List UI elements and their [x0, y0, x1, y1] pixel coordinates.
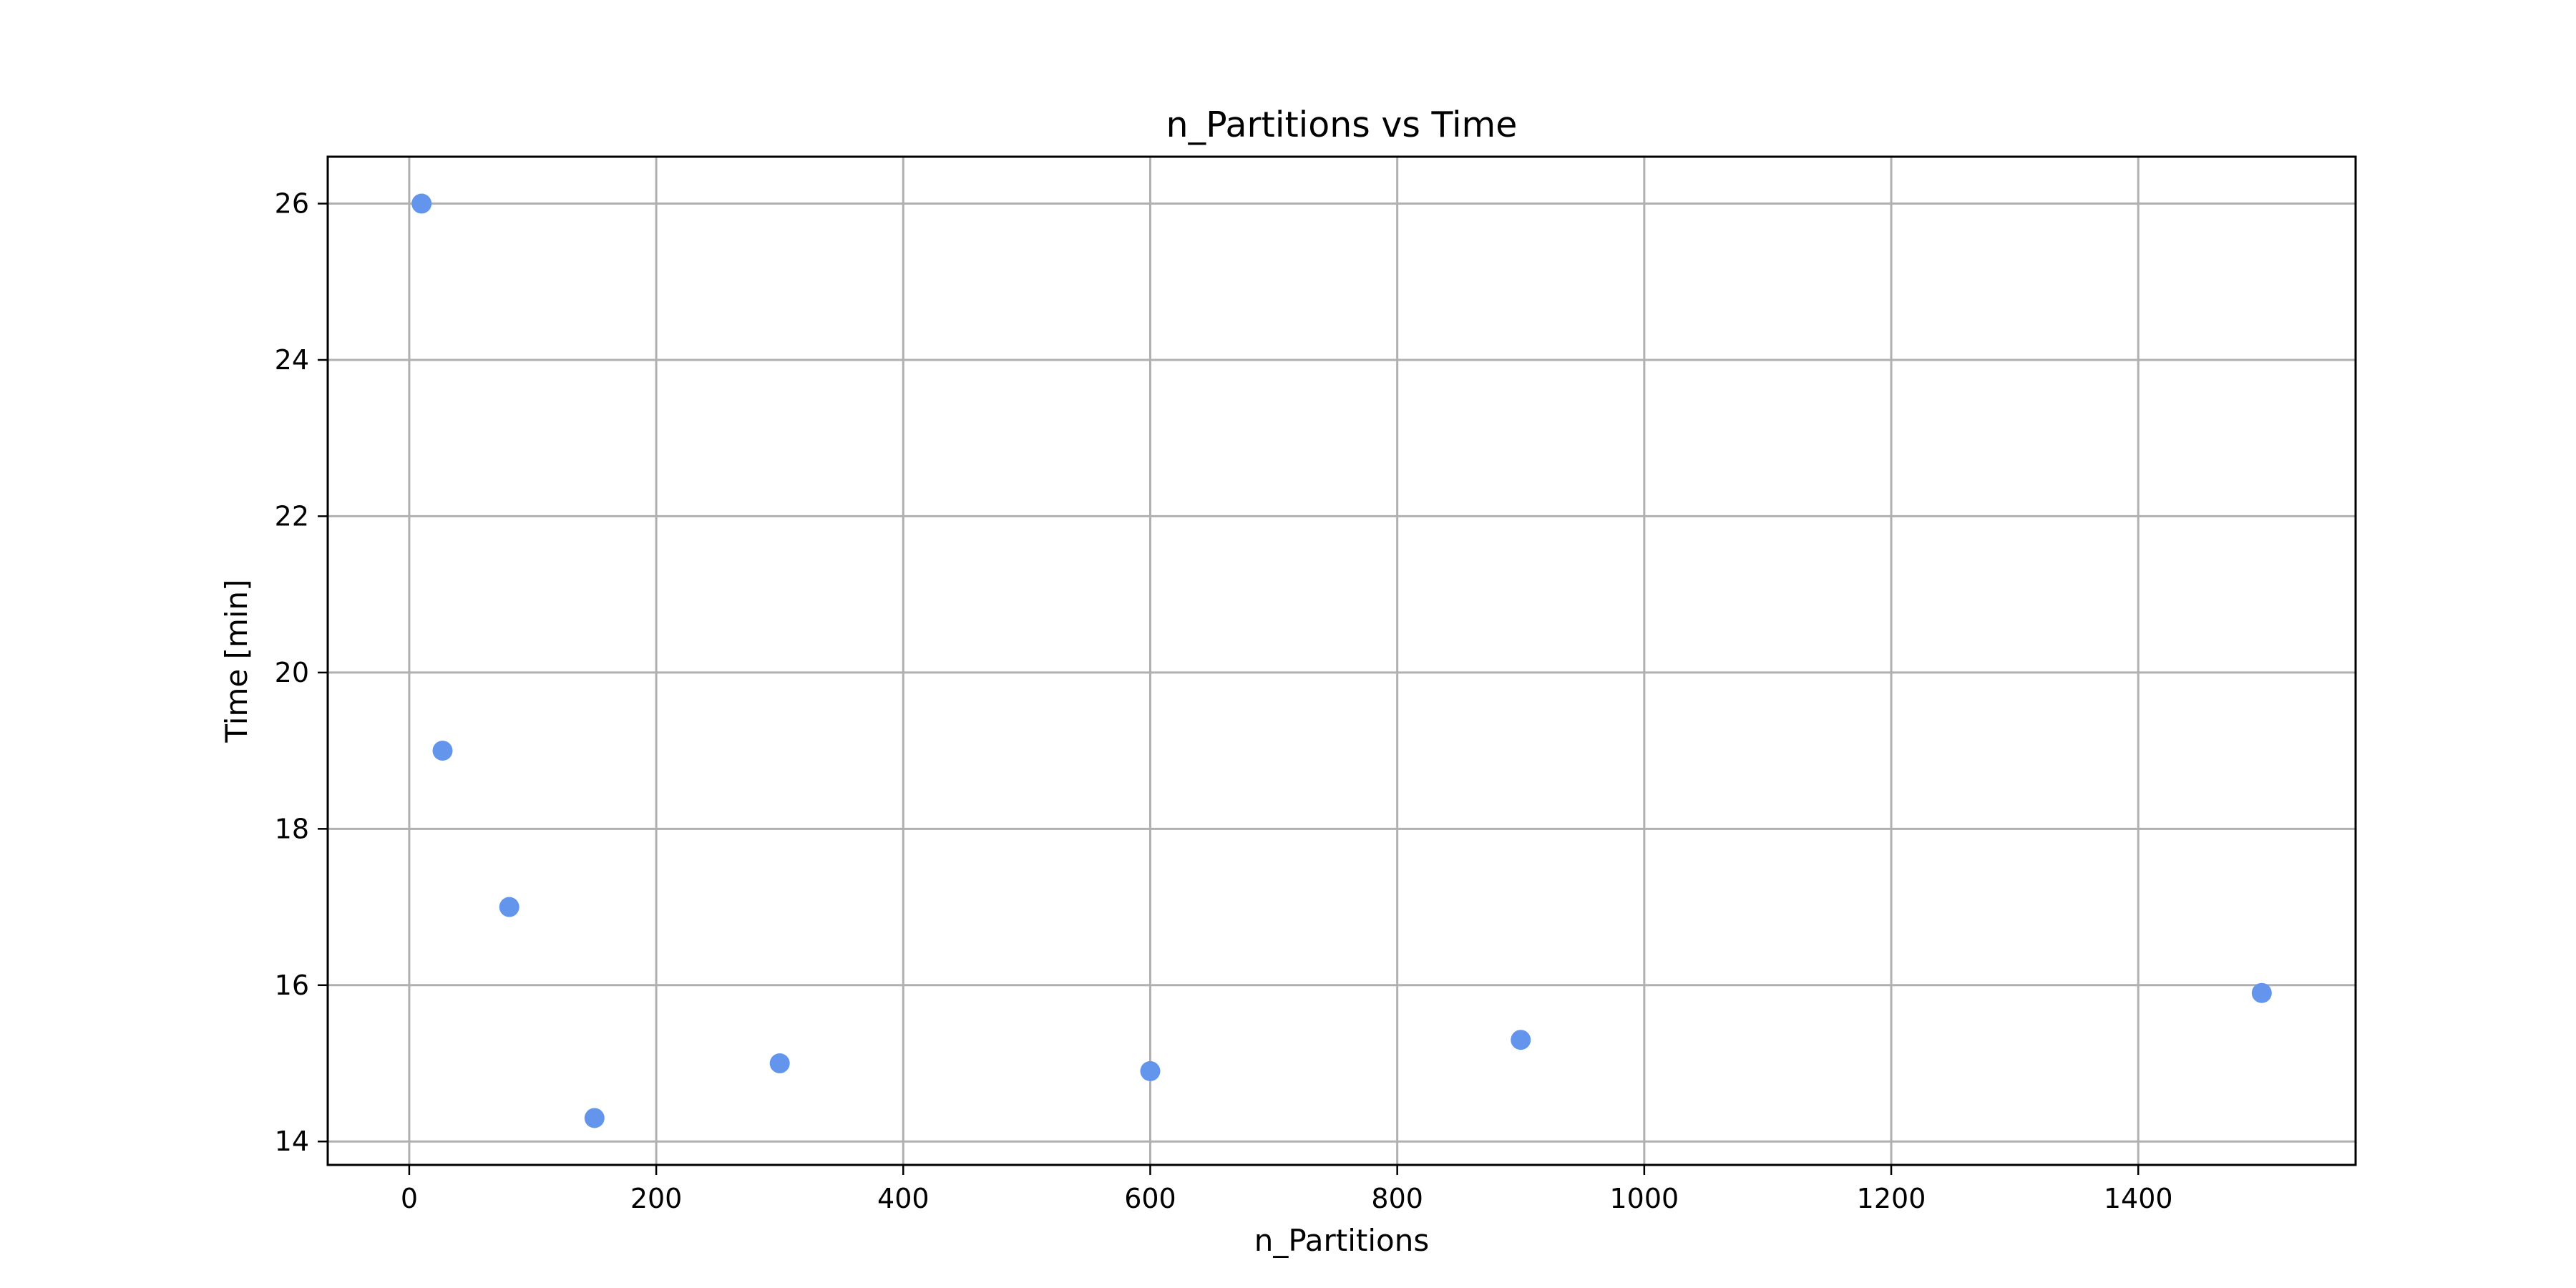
y-tick-label: 22 [275, 500, 309, 532]
chart-title: n_Partitions vs Time [1166, 104, 1518, 145]
x-tick-label: 1200 [1857, 1183, 1926, 1214]
data-point [499, 897, 519, 917]
y-axis-label: Time [min] [219, 579, 254, 743]
x-tick-label: 200 [630, 1183, 683, 1214]
data-point [1140, 1060, 1161, 1081]
x-tick-label: 1000 [1609, 1183, 1679, 1214]
data-point [432, 741, 453, 761]
data-point [1511, 1030, 1531, 1050]
x-axis-label: n_Partitions [1254, 1223, 1430, 1258]
data-point [411, 193, 432, 214]
data-point [2251, 982, 2272, 1003]
y-tick-label: 14 [275, 1126, 309, 1157]
data-points [411, 193, 2272, 1128]
plot-frame [326, 155, 2357, 1166]
y-tick-label: 20 [275, 657, 309, 688]
x-tick-label: 0 [401, 1183, 418, 1214]
x-tick-label: 600 [1124, 1183, 1176, 1214]
axis-ticks: 0 200 400 600 800 1000 1200 1400 14 16 18 20 22 24 26 [275, 188, 2173, 1214]
data-point [584, 1108, 605, 1128]
x-tick-label: 1400 [2104, 1183, 2173, 1214]
y-tick-label: 16 [275, 970, 309, 1001]
y-tick-label: 18 [275, 813, 309, 844]
y-tick-label: 26 [275, 188, 309, 220]
data-point [769, 1053, 790, 1074]
x-tick-label: 800 [1371, 1183, 1423, 1214]
grid [328, 157, 2356, 1165]
y-tick-label: 24 [275, 344, 309, 376]
x-tick-label: 400 [877, 1183, 930, 1214]
